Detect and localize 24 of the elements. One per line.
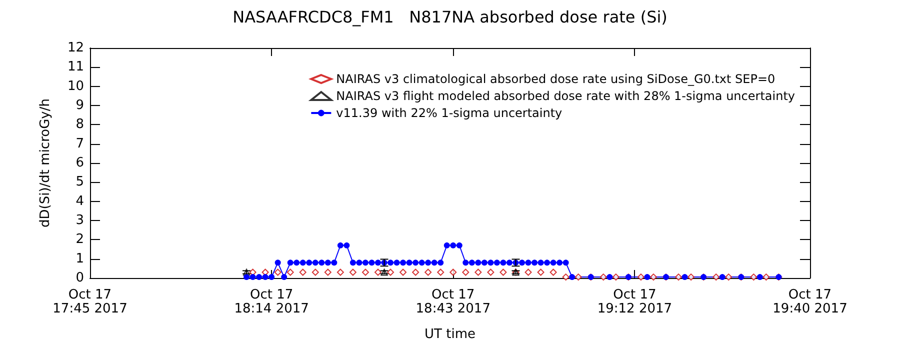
y-tick-label: 12 — [67, 40, 84, 56]
y-axis-title: dD(Si)/dt microGy/h — [38, 98, 53, 228]
x-tick-label: Oct 17 18:43 2017 — [416, 288, 490, 316]
y-tick-label: 7 — [76, 136, 84, 152]
y-tick-label: 5 — [76, 174, 84, 190]
y-tick-label: 4 — [76, 194, 84, 209]
y-tick-label: 10 — [67, 78, 84, 94]
legend-label: NAIRAS v3 flight modeled absorbed dose rate with 28% 1-sigma uncertainty — [336, 89, 796, 103]
y-tick-label: 2 — [76, 232, 84, 248]
legend-label: NAIRAS v3 climatological absorbed dose rate using SiDose_G0.txt SEP=0 — [336, 72, 776, 86]
y-tick-label: 3 — [76, 213, 84, 228]
y-tick-label: 1 — [76, 251, 84, 266]
legend-label: v11.39 with 22% 1-sigma uncertainty — [336, 106, 562, 120]
y-tick-label: 6 — [76, 156, 84, 170]
y-tick-label: 8 — [76, 117, 84, 132]
x-tick-label: Oct 17 19:12 2017 — [597, 288, 672, 316]
y-tick-label: 9 — [76, 98, 84, 113]
x-tick-label: Oct 17 19:40 2017 — [772, 288, 848, 316]
chart-title: NASAAFRCDC8_FM1 N817NA absorbed dose rate (Si) — [232, 8, 668, 26]
y-tick-label: 11 — [67, 60, 84, 75]
x-tick-label: Oct 17 17:45 2017 — [52, 288, 128, 316]
x-tick-label: Oct 17 18:14 2017 — [234, 288, 309, 316]
x-axis-title: UT time — [424, 327, 476, 342]
y-tick-label: 0 — [76, 270, 84, 286]
